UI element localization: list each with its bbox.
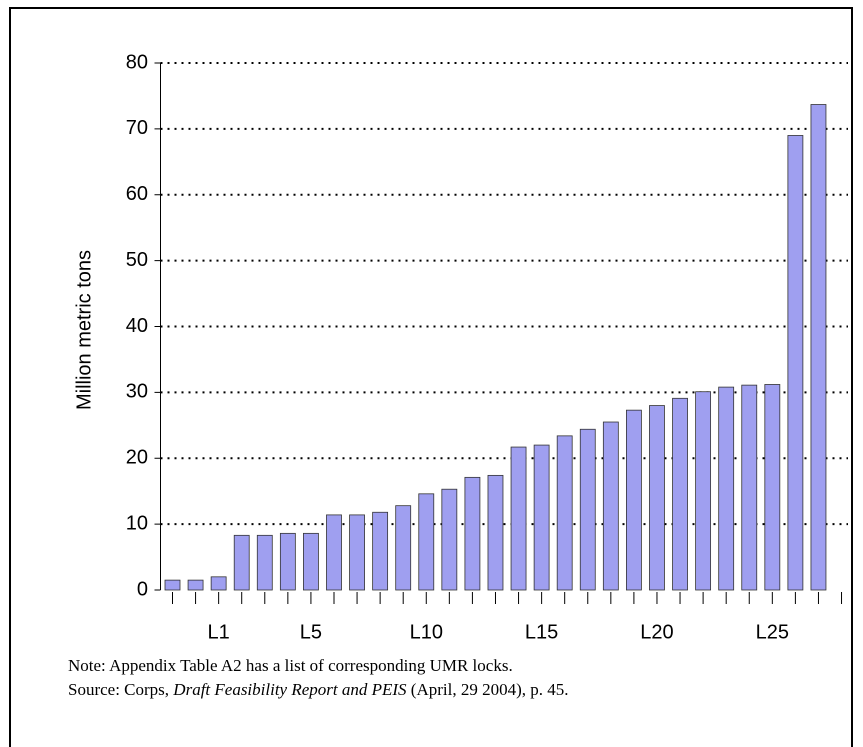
y-tick-label: 80 — [126, 51, 148, 73]
x-tick-label: L20 — [640, 621, 673, 643]
bar — [579, 428, 596, 591]
bar — [533, 444, 550, 591]
x-tick-label: L1 — [208, 621, 230, 643]
bar — [556, 435, 573, 591]
x-tick-label: L10 — [410, 621, 443, 643]
bar — [764, 384, 781, 591]
y-tick-label: 40 — [126, 315, 148, 337]
bar — [787, 135, 804, 591]
bar — [279, 532, 296, 591]
bar — [672, 397, 688, 591]
bar — [303, 532, 319, 591]
x-tick-label: L25 — [756, 621, 789, 643]
source-title: Draft Feasibility Report and PEIS — [172, 680, 407, 699]
y-tick-label: 60 — [126, 183, 148, 205]
bar — [441, 488, 458, 591]
bar — [395, 505, 412, 591]
bar — [256, 534, 273, 591]
bar — [210, 576, 227, 591]
frame — [9, 7, 853, 747]
note: Note: Appendix Table A2 has a list of co… — [68, 656, 513, 675]
x-tick-label: L15 — [525, 621, 558, 643]
bar — [510, 446, 527, 591]
bar — [372, 511, 389, 591]
bar — [418, 493, 435, 591]
bar — [233, 534, 250, 591]
bar — [464, 476, 481, 591]
bar — [602, 421, 619, 591]
bar — [741, 384, 758, 591]
y-tick-label: 30 — [126, 381, 148, 403]
bar — [649, 405, 665, 591]
source: Source: Corps, Draft Feasibility Report … — [68, 680, 569, 699]
bar — [349, 514, 365, 591]
y-tick-label: 20 — [126, 447, 148, 469]
bar — [810, 104, 827, 591]
bar — [326, 514, 342, 591]
bar — [487, 474, 504, 591]
source-prefix: Source: Corps, — [68, 680, 173, 699]
source-suffix: (April, 29 2004), p. 45. — [407, 680, 569, 699]
y-axis-label: Million metric tons — [73, 250, 95, 410]
bar — [187, 579, 204, 591]
y-tick-label: 0 — [137, 578, 148, 600]
bar — [626, 409, 642, 591]
y-tick-label: 50 — [126, 249, 148, 271]
bar — [718, 386, 735, 591]
bar — [695, 391, 712, 591]
y-tick-label: 70 — [126, 117, 148, 139]
x-tick-label: L5 — [300, 621, 322, 643]
y-tick-label: 10 — [126, 512, 148, 534]
bar — [164, 579, 181, 591]
